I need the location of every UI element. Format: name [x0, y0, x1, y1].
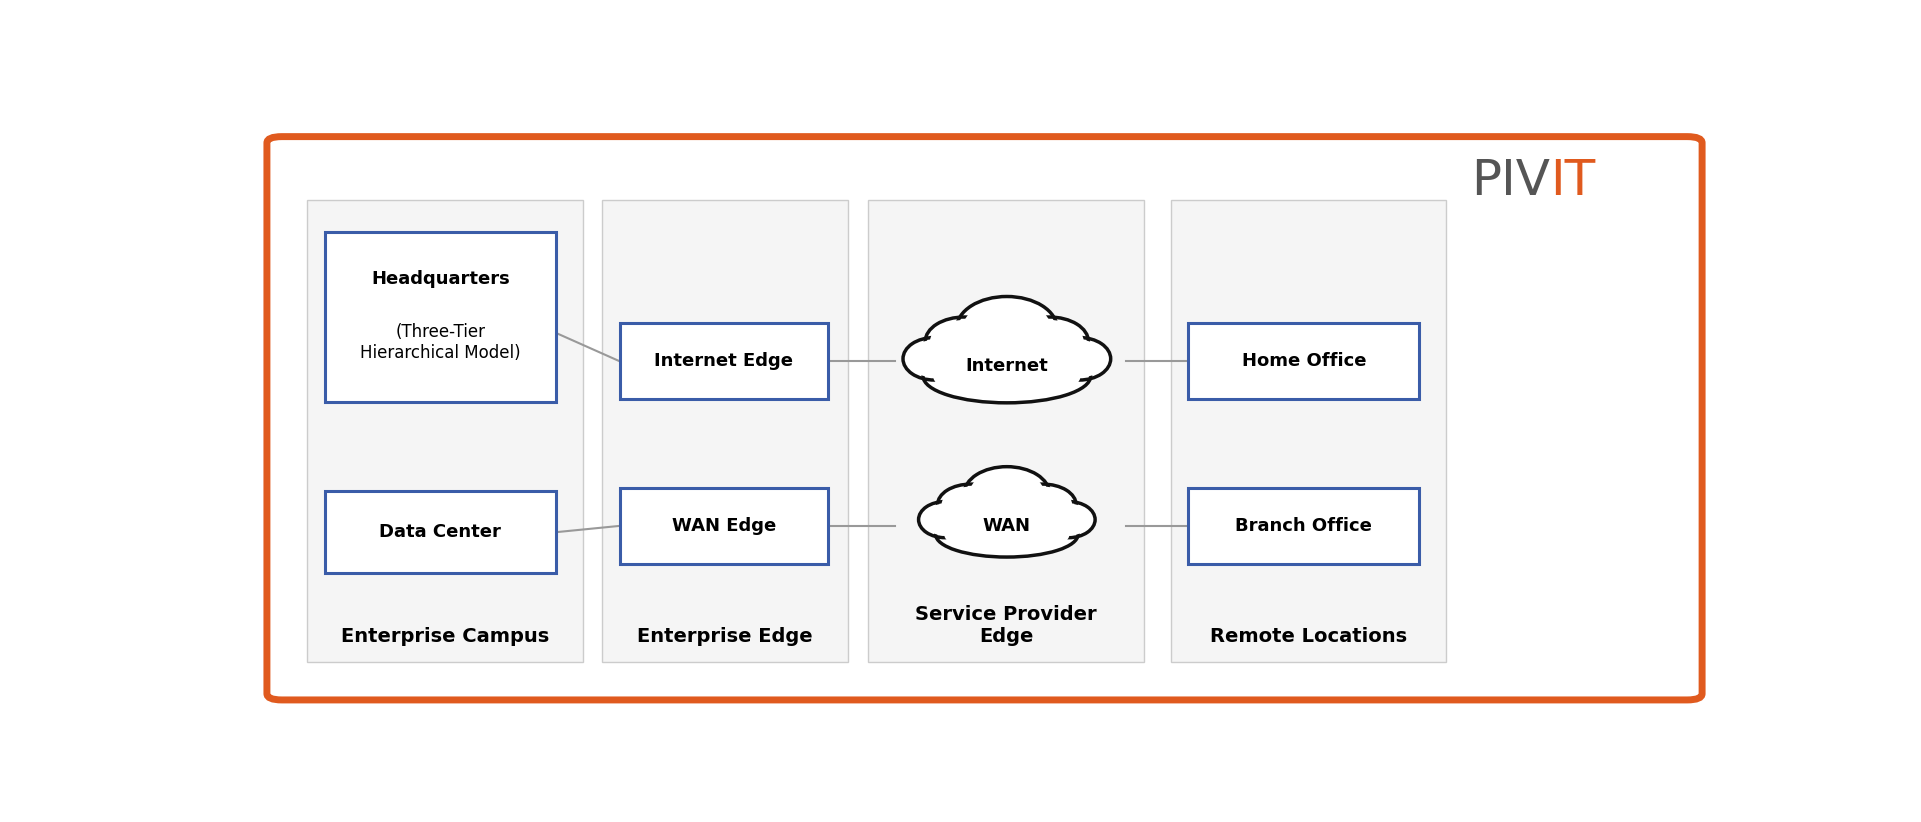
Ellipse shape — [1010, 484, 1076, 525]
Ellipse shape — [918, 501, 972, 538]
FancyBboxPatch shape — [868, 200, 1143, 662]
Ellipse shape — [937, 484, 1005, 525]
Ellipse shape — [1053, 340, 1106, 377]
Ellipse shape — [1014, 487, 1072, 523]
Ellipse shape — [962, 300, 1051, 357]
Text: Internet: Internet — [966, 358, 1049, 376]
Text: WAN Edge: WAN Edge — [672, 517, 776, 535]
Ellipse shape — [936, 512, 1078, 557]
Text: Internet Edge: Internet Edge — [655, 353, 793, 370]
FancyBboxPatch shape — [620, 323, 828, 399]
Text: Enterprise Campus: Enterprise Campus — [340, 627, 549, 646]
Text: Remote Locations: Remote Locations — [1210, 627, 1406, 646]
Ellipse shape — [1014, 320, 1083, 363]
FancyBboxPatch shape — [325, 232, 555, 403]
Text: WAN: WAN — [984, 517, 1032, 535]
Ellipse shape — [907, 340, 962, 377]
FancyBboxPatch shape — [1170, 200, 1447, 662]
Text: IT: IT — [1550, 157, 1596, 205]
Ellipse shape — [945, 515, 1070, 554]
Text: Data Center: Data Center — [380, 524, 501, 541]
Ellipse shape — [970, 470, 1045, 518]
Ellipse shape — [1010, 317, 1089, 366]
Text: Branch Office: Branch Office — [1235, 517, 1372, 535]
FancyBboxPatch shape — [267, 136, 1702, 700]
Text: (Three-Tier
Hierarchical Model): (Three-Tier Hierarchical Model) — [359, 323, 521, 362]
Text: Service Provider
Edge: Service Provider Edge — [914, 605, 1097, 646]
Ellipse shape — [930, 320, 999, 363]
Ellipse shape — [1045, 504, 1091, 535]
Ellipse shape — [934, 353, 1080, 399]
Text: Home Office: Home Office — [1241, 353, 1366, 370]
Text: PIV: PIV — [1471, 157, 1550, 205]
Text: Enterprise Edge: Enterprise Edge — [638, 627, 813, 646]
Ellipse shape — [1041, 501, 1095, 538]
FancyBboxPatch shape — [601, 200, 847, 662]
Ellipse shape — [941, 487, 1001, 523]
FancyBboxPatch shape — [620, 488, 828, 564]
Ellipse shape — [903, 338, 966, 380]
Text: Headquarters: Headquarters — [371, 270, 509, 288]
FancyBboxPatch shape — [1189, 323, 1420, 399]
FancyBboxPatch shape — [325, 491, 555, 574]
FancyBboxPatch shape — [1189, 488, 1420, 564]
Ellipse shape — [922, 504, 968, 535]
Ellipse shape — [926, 317, 1003, 366]
Ellipse shape — [924, 349, 1091, 403]
FancyBboxPatch shape — [307, 200, 582, 662]
Ellipse shape — [957, 297, 1057, 360]
Ellipse shape — [964, 467, 1049, 521]
Ellipse shape — [1049, 338, 1110, 380]
